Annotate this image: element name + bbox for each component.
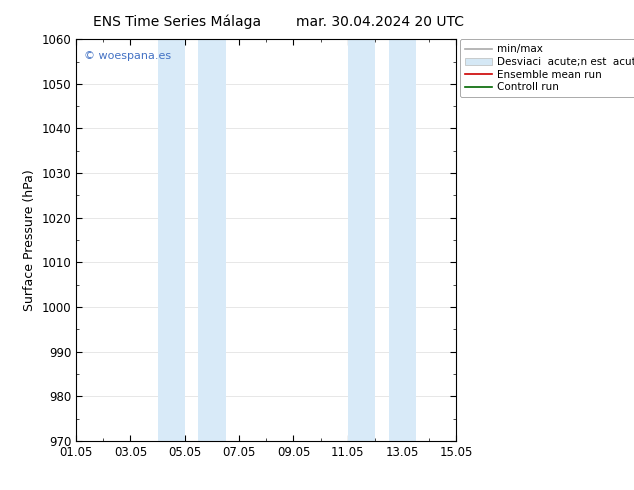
- Legend: min/max, Desviaci  acute;n est  acute;ndar, Ensemble mean run, Controll run: min/max, Desviaci acute;n est acute;ndar…: [460, 39, 634, 98]
- Text: ENS Time Series Málaga: ENS Time Series Málaga: [93, 15, 262, 29]
- Bar: [348, 39, 375, 441]
- Bar: [158, 39, 184, 441]
- Y-axis label: Surface Pressure (hPa): Surface Pressure (hPa): [23, 169, 36, 311]
- Bar: [389, 39, 416, 441]
- Text: mar. 30.04.2024 20 UTC: mar. 30.04.2024 20 UTC: [297, 15, 464, 29]
- Bar: [198, 39, 226, 441]
- Text: © woespana.es: © woespana.es: [84, 51, 171, 61]
